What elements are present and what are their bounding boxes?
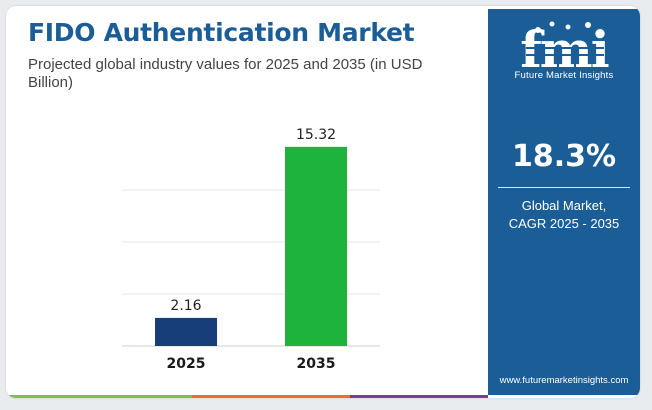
cagr-label-line2: CAGR 2025 - 2035 [508,216,620,231]
sidebar-panel: fmi Future Market Insights 18.3% Global … [488,9,640,395]
infographic-card: FIDO Authentication Market Projected glo… [6,6,640,398]
x-tick-label-2025: 2025 [167,356,206,372]
brand-name: Future Market Insights [514,70,614,81]
stripe-purple [350,395,488,398]
cagr-value: 18.3% [511,139,617,174]
x-tick-label-2035: 2035 [297,356,336,372]
website-url: www.futuremarketinsights.com [499,375,629,386]
bar-2025 [155,317,217,346]
stripe-orange [192,395,350,398]
chart-title: FIDO Authentication Market [28,18,415,47]
cagr-label-line1: Global Market, [521,198,607,213]
cagr-label: Global Market, CAGR 2025 - 2035 [488,197,640,233]
bar-chart: 2.16 2025 15.32 2035 [122,127,380,372]
data-label-2035: 15.32 [296,127,336,143]
data-label-2025: 2.16 [170,298,201,314]
divider [498,187,630,188]
fmi-logo-icon: fmi [520,20,610,79]
bar-2035 [285,146,347,346]
stripe-green [6,395,192,398]
chart-subtitle: Projected global industry values for 202… [28,56,423,91]
